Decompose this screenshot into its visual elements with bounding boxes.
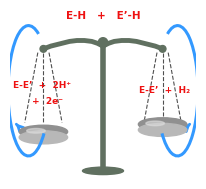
Text: +  2e⁻: + 2e⁻	[32, 98, 63, 106]
Ellipse shape	[138, 118, 187, 131]
Circle shape	[40, 46, 47, 52]
Ellipse shape	[27, 129, 45, 133]
Ellipse shape	[83, 167, 123, 175]
Circle shape	[159, 46, 166, 52]
Ellipse shape	[19, 131, 68, 144]
Text: E-E’  +  2H⁺: E-E’ + 2H⁺	[13, 81, 70, 90]
Text: E-E’  +  H₂: E-E’ + H₂	[139, 86, 190, 95]
Text: E-H   +   E’-H: E-H + E’-H	[66, 11, 140, 21]
Ellipse shape	[19, 125, 68, 138]
Ellipse shape	[138, 123, 187, 136]
Circle shape	[98, 38, 108, 47]
Ellipse shape	[146, 121, 164, 126]
